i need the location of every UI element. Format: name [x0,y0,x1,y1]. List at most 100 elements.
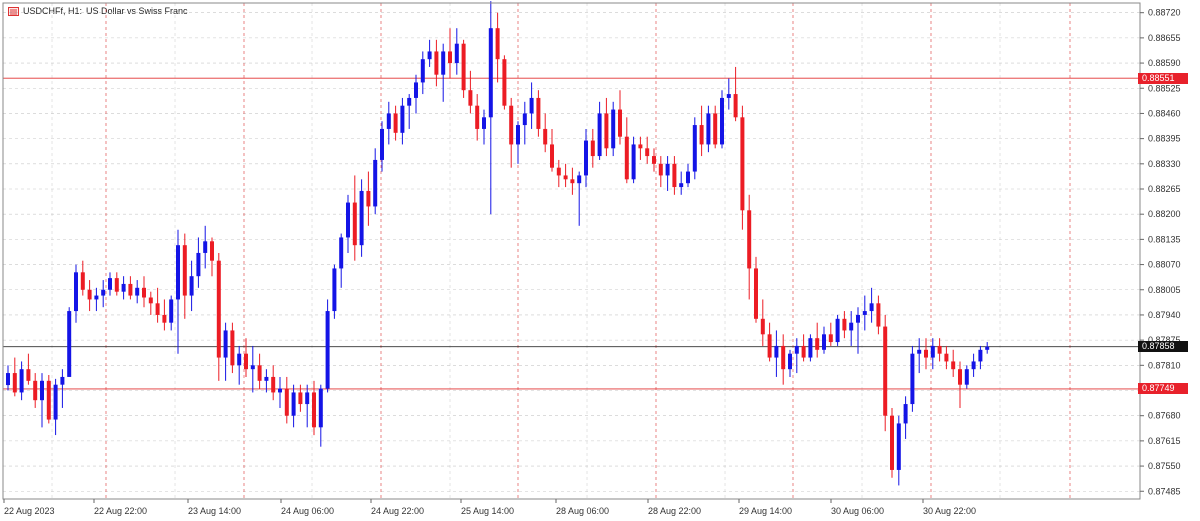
candle-body [101,289,106,296]
candle [359,179,364,257]
candle-body [87,289,92,300]
candle [216,252,221,381]
candle [944,345,949,370]
candle [305,384,310,428]
candle-body [448,51,452,64]
candle [33,373,38,408]
candle-body [672,163,677,188]
candle-body [903,404,908,424]
candle [448,28,452,79]
candle [747,194,752,300]
candle-body [516,125,520,145]
candle [53,378,58,436]
candle [516,121,520,164]
candle-body [876,303,881,327]
candle [665,156,670,191]
candle-body [896,423,901,470]
candle-body [842,318,847,331]
candle [237,345,242,385]
candle [488,1,493,215]
candle [611,101,616,157]
candle [148,291,153,315]
candle [563,163,568,188]
candle [577,171,582,226]
candle [182,233,187,319]
y-tick-label: 0.88395 [1148,134,1181,144]
candle-body [380,128,384,160]
candle-body [271,376,276,393]
y-tick-label: 0.87940 [1148,310,1181,320]
candle [767,322,772,362]
candle [570,167,575,195]
candle [699,105,704,157]
candle-body [80,272,85,290]
candle [760,299,765,346]
plot-frame [2,2,1141,500]
y-tick-label: 0.88135 [1148,234,1181,244]
candle-body [679,183,684,188]
candle-body [298,392,303,405]
candle-body [822,334,826,350]
candle-body [631,144,636,180]
candlesticks [6,1,990,486]
candle [271,365,276,401]
candle-body [12,373,17,393]
candle-body [189,276,194,296]
y-tick-label: 0.88460 [1148,108,1181,118]
candle-body [862,311,867,315]
x-tick-label: 23 Aug 14:00 [188,506,241,516]
candle-body [760,318,765,335]
x-tick-label: 30 Aug 22:00 [923,506,976,516]
candle [733,66,738,122]
candle [808,334,813,362]
candle-body [482,117,486,129]
candle [856,307,860,354]
candle [624,117,629,184]
candle-body [373,159,378,207]
candle-body [767,334,772,358]
candle-body [726,94,731,98]
candle-body [6,373,10,386]
candle-body [740,117,745,211]
candle-body [706,113,711,145]
candle [903,396,908,439]
candle [720,90,724,149]
axes: 0.88720 0.88655 0.88590 0.88525 0.88460 0.883… [2,2,1181,516]
candle [454,28,459,75]
candle-body [570,179,575,184]
candle [930,338,935,370]
candle-body [652,156,656,164]
candle [441,43,446,102]
candle [128,276,133,300]
candle [951,349,956,377]
candle [618,90,622,145]
candle-body [278,388,282,393]
candle [529,82,534,129]
candle-body [312,392,316,428]
candle-body [346,202,350,238]
y-tick-label: 0.88005 [1148,285,1181,295]
candle-body [475,105,480,129]
candle-body [454,43,459,64]
candle [339,233,344,288]
candle [318,384,323,447]
candle-body [924,349,928,358]
candle-body [400,105,405,133]
candle [155,287,160,323]
y-tick-label: 0.87550 [1148,461,1181,471]
candle-body [94,295,99,300]
candle-body [720,97,724,145]
candle [250,345,255,393]
candle [937,338,942,362]
candle [971,353,976,377]
price-levels [3,77,1140,390]
candle [312,380,316,436]
candle-body [958,369,962,385]
candle [828,322,833,346]
candle-body [815,338,820,350]
x-tick-label: 24 Aug 06:00 [281,506,334,516]
candle [87,280,92,312]
candle [461,39,466,98]
candle-body [203,241,208,253]
